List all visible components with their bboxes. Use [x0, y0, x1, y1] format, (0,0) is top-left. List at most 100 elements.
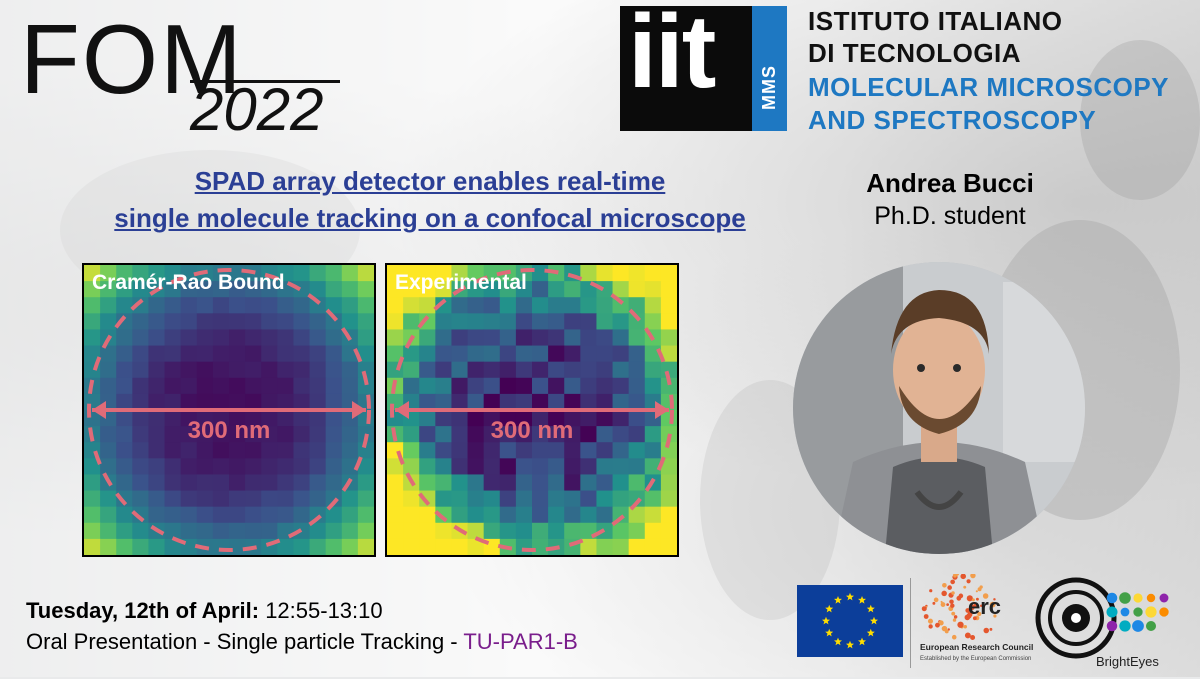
heatmap-pixel — [164, 361, 182, 379]
heatmap-pixel — [357, 506, 374, 524]
heatmap-pixel — [164, 313, 182, 330]
brighteyes-dot — [1159, 607, 1169, 617]
heatmap-pixel — [628, 426, 646, 443]
heatmap-pixel — [229, 329, 246, 347]
heatmap-pixel — [644, 281, 662, 298]
heatmap-pixel — [644, 426, 662, 443]
erc-name: European Research Council — [920, 642, 1034, 652]
heatmap-pixel — [499, 345, 517, 363]
erc-dot — [949, 599, 954, 604]
heatmap-pixel — [180, 393, 198, 411]
heatmap-pixel — [387, 522, 404, 540]
heatmap-cramer-rao-image — [84, 265, 374, 555]
heatmap-pixel — [644, 297, 662, 314]
eu-star — [834, 596, 842, 604]
heatmap-pixel — [196, 426, 214, 443]
heatmap-pixel — [229, 393, 246, 411]
heatmap-pixel — [467, 522, 485, 540]
erc-dot — [951, 611, 956, 616]
erc-dot — [964, 632, 971, 639]
heatmap-pixel — [277, 506, 294, 524]
heatmap-pixel — [596, 377, 614, 395]
heatmap-pixel — [229, 474, 246, 492]
heatmap-pixel — [357, 490, 374, 508]
heatmap-pixel — [515, 522, 533, 540]
heatmap-pixel — [660, 490, 677, 508]
heatmap-pixel — [628, 297, 646, 314]
heatmap-pixel — [451, 538, 469, 555]
erc-dot — [976, 605, 979, 608]
heatmap-pixel — [245, 410, 262, 427]
scale-arrow-head — [92, 401, 106, 419]
brighteyes-dot — [1119, 620, 1131, 632]
heatmap-pixel — [325, 490, 343, 508]
heatmap-pixel — [164, 522, 182, 540]
heatmap-pixel — [84, 474, 101, 492]
heatmap-pixel — [419, 297, 436, 314]
heatmap-pixel — [229, 265, 246, 282]
heatmap-pixel — [148, 297, 166, 314]
heatmap-pixel — [148, 426, 166, 443]
heatmap-pixel — [451, 506, 469, 524]
heatmap-pixel — [84, 522, 101, 540]
heatmap-pixel — [419, 442, 436, 459]
heatmap-pixel — [116, 490, 133, 508]
heatmap-pixel — [212, 442, 230, 459]
heatmap-pixel — [596, 458, 614, 475]
heatmap-pixel — [164, 426, 182, 443]
erc-dot — [975, 597, 979, 601]
heatmap-pixel — [628, 474, 646, 492]
heatmap-pixel — [100, 442, 117, 459]
heatmap-pixel — [403, 377, 420, 395]
heatmap-pixel — [580, 538, 597, 555]
heatmap-pixel — [564, 474, 581, 492]
heatmap-pixel — [341, 361, 359, 379]
erc-logo: erc European Research Council Establishe… — [920, 569, 1034, 672]
heatmap-pixel — [532, 506, 549, 524]
eu-star — [858, 637, 866, 646]
heatmap-pixel — [515, 297, 533, 314]
heatmap-pixel — [277, 538, 294, 555]
heatmap-pixel — [644, 377, 662, 395]
erc-dot — [993, 598, 996, 601]
heatmap-pixel — [515, 281, 533, 298]
institute-line-2: DI TECNOLOGIA — [808, 38, 1022, 68]
heatmap-pixel — [325, 393, 343, 411]
fom-logo: FOM 2022 — [20, 10, 340, 140]
heatmap-pixel — [357, 442, 374, 459]
heatmap-pixel — [435, 474, 452, 492]
heatmap-pixel — [132, 426, 149, 443]
heatmap-pixel — [451, 361, 469, 379]
heatmap-pixel — [403, 538, 420, 555]
heatmap-pixel — [180, 474, 198, 492]
heatmap-pixel — [164, 410, 182, 427]
heatmap-pixel — [212, 490, 230, 508]
schedule-session-prefix: Oral Presentation - Single particle Trac… — [26, 629, 464, 654]
heatmap-pixel — [293, 506, 311, 524]
heatmap-pixel — [164, 345, 182, 363]
heatmap-pixel — [293, 458, 311, 475]
heatmap-pixel — [532, 377, 549, 395]
heatmap-pixel — [483, 265, 501, 282]
heatmap-pixel — [229, 522, 246, 540]
heatmap-pixel — [325, 361, 343, 379]
heatmap-pixel — [612, 377, 630, 395]
schedule-session-code: TU-PAR1-B — [463, 629, 578, 654]
heatmap-pixel — [229, 442, 246, 459]
heatmap-pixel — [483, 426, 501, 443]
heatmap-pixel — [84, 329, 101, 347]
erc-dot — [947, 585, 952, 590]
heatmap-pixel — [277, 490, 294, 508]
heatmap-pixel — [325, 426, 343, 443]
scale-arrow-head — [395, 401, 409, 419]
heatmap-pixel — [148, 490, 166, 508]
erc-dot — [933, 597, 939, 603]
heatmap-pixel — [564, 297, 581, 314]
heatmap-pixel — [387, 538, 404, 555]
heatmap-pixel — [548, 393, 565, 411]
heatmap-pixel — [229, 281, 246, 298]
heatmap-pixel — [580, 345, 597, 363]
brighteyes-dot — [1132, 620, 1144, 632]
heatmap-pixel — [451, 313, 469, 330]
heatmap-pixel — [548, 297, 565, 314]
